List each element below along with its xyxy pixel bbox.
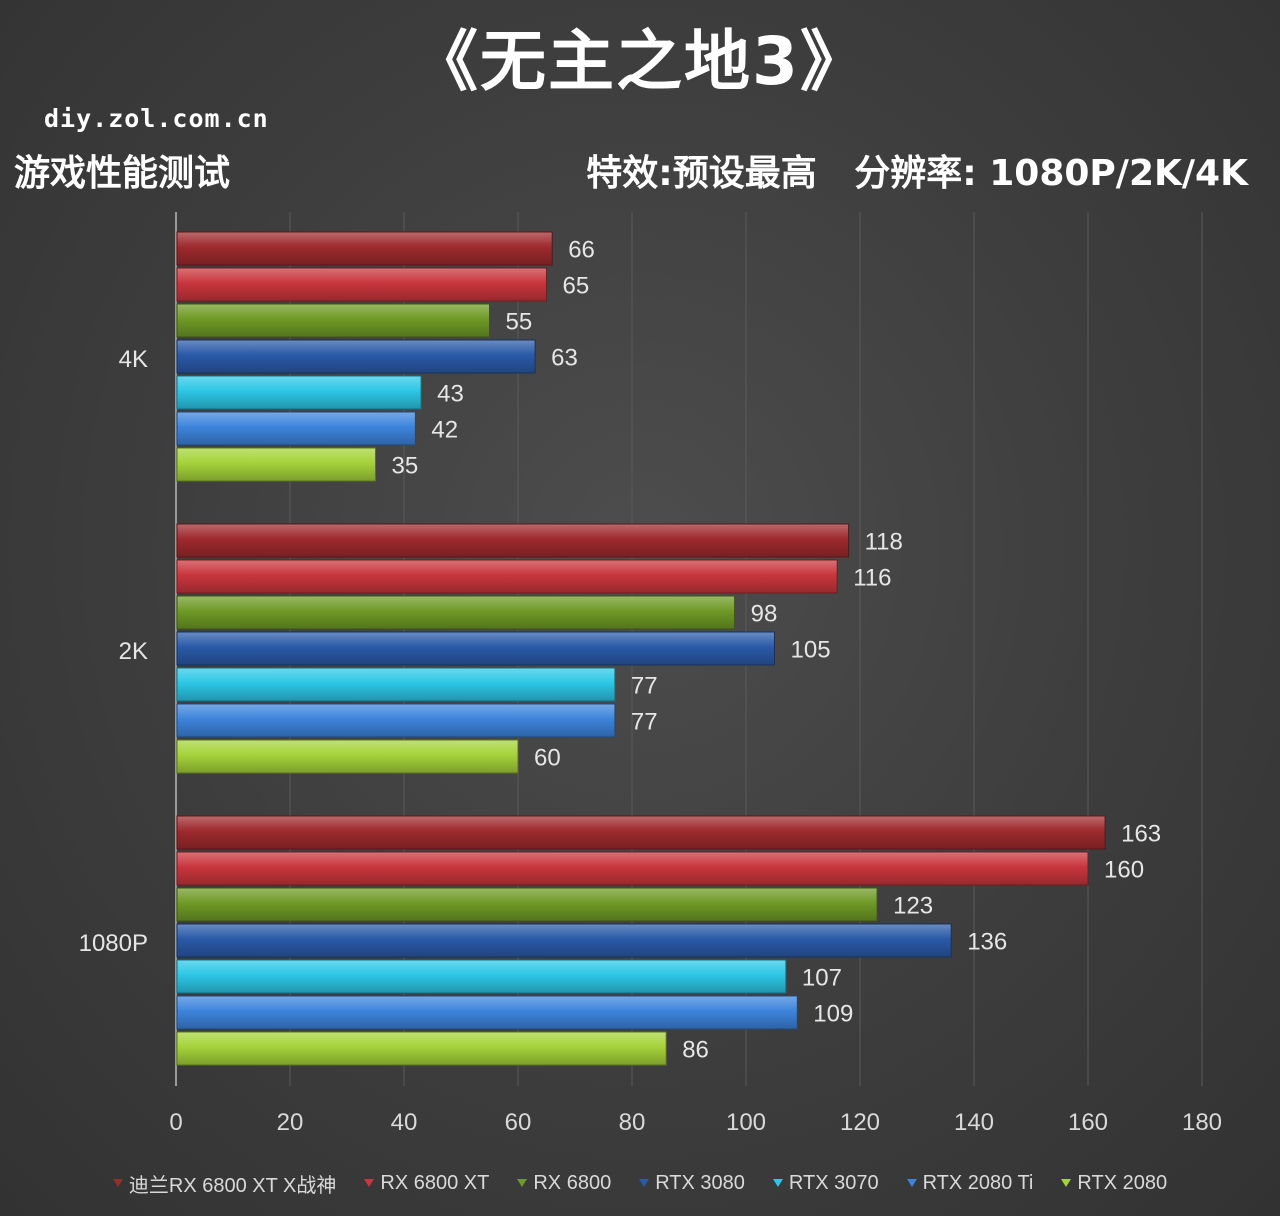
- data-label: 123: [893, 893, 933, 920]
- x-tick-label: 140: [954, 1109, 994, 1136]
- bar: [176, 923, 952, 958]
- test-settings: 特效:预设最高 分辨率: 1080P/2K/4K: [586, 153, 1248, 194]
- bar: [176, 887, 878, 922]
- data-label: 116: [853, 565, 891, 592]
- data-label: 118: [865, 529, 903, 556]
- chart-subtitle: 游戏性能测试: [14, 153, 231, 194]
- data-label: 66: [568, 237, 595, 264]
- data-label: 35: [392, 453, 419, 480]
- data-label: 77: [631, 709, 658, 736]
- legend-item: RX 6800 XT: [364, 1172, 489, 1195]
- legend-item: RTX 3080: [639, 1172, 745, 1195]
- bar: [176, 815, 1106, 850]
- category-label: 4K: [119, 346, 148, 373]
- legend-label: 迪兰RX 6800 XT X战神: [128, 1174, 337, 1197]
- x-tick-label: 60: [505, 1109, 532, 1136]
- legend-marker-icon: [906, 1179, 917, 1187]
- chart-legend: 迪兰RX 6800 XT X战神 RX 6800 XT RX 6800 RTX 308…: [0, 1166, 1280, 1200]
- data-label: 65: [563, 273, 590, 300]
- category-label: 1080P: [79, 930, 148, 957]
- x-tick-label: 100: [726, 1109, 766, 1136]
- bar: [176, 995, 798, 1030]
- data-label: 86: [682, 1037, 709, 1064]
- data-label: 163: [1121, 821, 1161, 848]
- data-label: 160: [1104, 857, 1144, 884]
- data-label: 77: [631, 673, 658, 700]
- legend-marker-icon: [517, 1179, 528, 1187]
- x-tick-label: 0: [169, 1109, 182, 1136]
- data-label: 63: [551, 345, 578, 372]
- bar: [176, 231, 553, 266]
- legend-marker-icon: [364, 1179, 375, 1187]
- legend-marker-icon: [772, 1179, 783, 1187]
- bar: [176, 267, 547, 302]
- x-tick-label: 80: [619, 1109, 646, 1136]
- legend-label: RTX 3070: [788, 1171, 879, 1194]
- legend-marker-icon: [1061, 1179, 1072, 1187]
- site-watermark: diy.zol.com.cn: [44, 104, 269, 133]
- bar: [176, 303, 490, 338]
- bar: [176, 739, 519, 774]
- bar: [176, 411, 416, 446]
- x-tick-label: 180: [1182, 1109, 1222, 1136]
- data-label: 42: [431, 417, 458, 444]
- legend-marker-icon: [112, 1179, 123, 1187]
- chart-title: 《无主之地3》: [412, 23, 868, 100]
- x-tick-label: 160: [1068, 1109, 1108, 1136]
- bar: [176, 667, 616, 702]
- data-label: 60: [534, 745, 561, 772]
- bar: [176, 1031, 667, 1066]
- legend-item: RX 6800: [517, 1172, 611, 1195]
- data-label: 136: [967, 929, 1007, 956]
- data-label: 43: [437, 381, 464, 408]
- data-label: 109: [813, 1001, 853, 1028]
- legend-item: 迪兰RX 6800 XT X战神: [112, 1169, 337, 1198]
- category-label: 2K: [119, 638, 148, 665]
- data-label: 107: [802, 965, 842, 992]
- bar: [176, 447, 376, 482]
- x-tick-label: 120: [840, 1109, 880, 1136]
- x-tick-label: 40: [391, 1109, 418, 1136]
- legend-item: RTX 2080 Ti: [906, 1171, 1034, 1195]
- bar: [176, 959, 787, 994]
- bar: [176, 559, 838, 594]
- data-label: 105: [791, 637, 831, 664]
- legend-item: RTX 2080: [1061, 1172, 1167, 1195]
- legend-label: RTX 3080: [655, 1171, 745, 1194]
- legend-label: RX 6800 XT: [380, 1171, 490, 1194]
- bar: [176, 375, 422, 410]
- bars: [176, 231, 1106, 1066]
- bar-chart: 0 20 40 60 80 100 120 140 160 180 4K 66 65 55 63 43 42 35…: [79, 212, 1222, 1137]
- bar: [176, 595, 736, 630]
- legend-item: RTX 3070: [772, 1171, 879, 1195]
- x-tick-label: 20: [277, 1109, 304, 1136]
- legend-label: RX 6800: [533, 1171, 612, 1194]
- bar: [176, 703, 616, 738]
- legend-label: RTX 2080 Ti: [922, 1171, 1034, 1194]
- legend-label: RTX 2080: [1077, 1171, 1168, 1194]
- bar: [176, 523, 850, 558]
- data-label: 98: [751, 601, 778, 628]
- bar: [176, 339, 536, 374]
- data-label: 55: [506, 309, 533, 336]
- bar: [176, 851, 1089, 886]
- bar: [176, 631, 775, 666]
- legend-marker-icon: [639, 1179, 650, 1187]
- labels: 0 20 40 60 80 100 120 140 160 180 4K 66 65 55 63 43 42 35…: [79, 237, 1222, 1137]
